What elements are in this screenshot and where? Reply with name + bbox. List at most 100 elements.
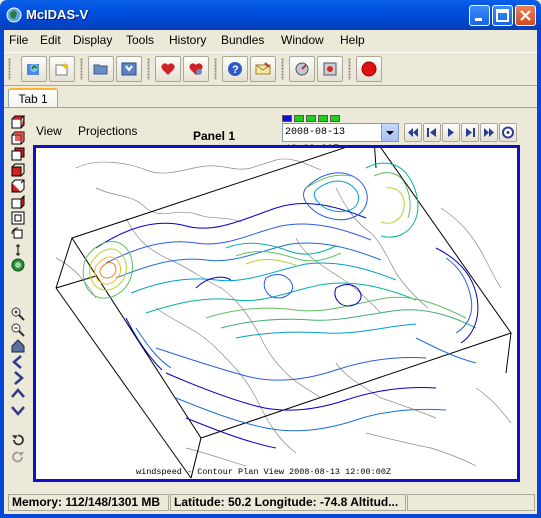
menu-history[interactable]: History (169, 33, 207, 47)
minimize-icon (475, 18, 482, 21)
tab-1[interactable]: Tab 1 (8, 88, 58, 107)
maximize-button[interactable] (492, 5, 513, 26)
undo-view-icon[interactable] (11, 433, 25, 447)
panel-title: Panel 1 (193, 129, 236, 143)
toolbar-separator (80, 58, 83, 80)
menu-bar: File Edit Display Tools History Bundles … (4, 30, 537, 51)
first-frame-button[interactable] (404, 123, 422, 142)
status-message (407, 494, 535, 511)
favorites-manage-button[interactable] (183, 56, 209, 82)
favorite-icon (161, 63, 175, 75)
pan-up-icon[interactable] (11, 387, 25, 401)
close-icon (520, 10, 531, 21)
view-bottom-icon[interactable] (11, 131, 25, 145)
stop-button[interactable] (356, 56, 382, 82)
svg-text:?: ? (232, 64, 239, 76)
stop-icon (361, 61, 377, 77)
windspeed-contours (82, 162, 479, 449)
new-window-icon (55, 62, 69, 76)
rotate-view-icon[interactable] (11, 227, 25, 241)
save-button[interactable] (116, 56, 142, 82)
save-icon (121, 62, 137, 76)
favorite-button[interactable] (155, 56, 181, 82)
last-frame-button[interactable] (480, 123, 498, 142)
redo-view-icon[interactable] (11, 450, 25, 464)
memory-status: Memory: 112/148/1301 MB (8, 494, 169, 511)
minimize-button[interactable] (469, 5, 490, 26)
view-east-icon[interactable] (11, 163, 25, 177)
pan-right-icon[interactable] (11, 371, 25, 385)
home-view-icon[interactable] (11, 339, 25, 353)
location-status: Latitude: 50.2 Longitude: -74.8 Altitud.… (170, 494, 406, 511)
dashboard-icon (27, 64, 39, 75)
toolbar-separator (147, 58, 150, 80)
menu-window[interactable]: Window (281, 33, 324, 47)
zoom-in-icon[interactable] (11, 307, 25, 321)
animation-frame-indicator[interactable] (294, 115, 304, 122)
window-frame-left (0, 30, 4, 518)
window-frame-right (537, 30, 541, 518)
mcidas-app-icon (6, 7, 22, 23)
projections-menu[interactable]: Projections (78, 124, 138, 138)
zoom-out-icon[interactable] (11, 323, 25, 337)
open-button[interactable] (88, 56, 114, 82)
open-folder-icon (93, 64, 108, 75)
message-icon (255, 62, 271, 75)
map-display[interactable]: windspeed - Contour Plan View 2008-08-13… (33, 145, 520, 482)
view-menu[interactable]: View (36, 124, 62, 138)
maximize-icon (496, 9, 509, 22)
toolbar-separator (281, 58, 284, 80)
drag-handle-icon[interactable] (11, 243, 25, 257)
chevron-down-icon (386, 131, 394, 135)
animation-frame-indicator[interactable] (318, 115, 328, 122)
status-bar: Memory: 112/148/1301 MB Latitude: 50.2 L… (4, 490, 537, 514)
clear-button[interactable] (317, 56, 343, 82)
pan-down-icon[interactable] (11, 403, 25, 417)
contour-plot[interactable]: windspeed - Contour Plan View 2008-08-13… (36, 148, 517, 479)
view-box-icon[interactable] (11, 211, 25, 225)
dataset-button[interactable] (289, 56, 315, 82)
prev-frame-button[interactable] (423, 123, 441, 142)
animation-frame-indicator[interactable] (282, 115, 292, 122)
next-frame-icon (466, 128, 475, 137)
display-bounding-box (55, 148, 512, 479)
window-frame-bottom (0, 514, 541, 518)
view-south-icon[interactable] (11, 179, 25, 193)
view-north-icon[interactable] (11, 147, 25, 161)
coastline-map (55, 158, 512, 467)
clear-icon (323, 62, 337, 76)
message-button[interactable] (250, 56, 276, 82)
animation-frame-indicator[interactable] (330, 115, 340, 122)
animation-settings-icon (502, 126, 514, 139)
animation-frame-indicator[interactable] (306, 115, 316, 122)
play-button[interactable] (442, 123, 460, 142)
animation-settings-button[interactable] (499, 123, 517, 142)
play-icon (448, 128, 454, 137)
menu-edit[interactable]: Edit (40, 33, 61, 47)
menu-tools[interactable]: Tools (126, 33, 155, 47)
new-window-button[interactable] (49, 56, 75, 82)
display-caption: windspeed - Contour Plan View 2008-08-13… (136, 467, 391, 477)
menu-file[interactable]: File (9, 33, 29, 47)
pan-left-icon[interactable] (11, 355, 25, 369)
title-bar[interactable] (0, 0, 541, 30)
toolbar-separator (214, 58, 217, 80)
main-toolbar: ? (4, 52, 537, 86)
help-icon: ? (228, 62, 242, 76)
view-west-icon[interactable] (11, 195, 25, 209)
first-frame-icon (408, 128, 418, 137)
help-button[interactable]: ? (222, 56, 248, 82)
menu-bundles[interactable]: Bundles (221, 33, 265, 47)
prev-frame-icon (427, 128, 436, 137)
time-dropdown-button[interactable] (381, 123, 399, 142)
globe-icon[interactable] (11, 258, 25, 272)
view-top-icon[interactable] (11, 115, 25, 129)
favorites-manage-icon (189, 63, 203, 75)
menu-help[interactable]: Help (340, 33, 365, 47)
menu-display[interactable]: Display (73, 33, 113, 47)
close-button[interactable] (515, 5, 536, 26)
last-frame-icon (484, 128, 494, 137)
toolbar-grip[interactable] (8, 58, 11, 80)
dashboard-button[interactable] (21, 56, 47, 82)
next-frame-button[interactable] (461, 123, 479, 142)
